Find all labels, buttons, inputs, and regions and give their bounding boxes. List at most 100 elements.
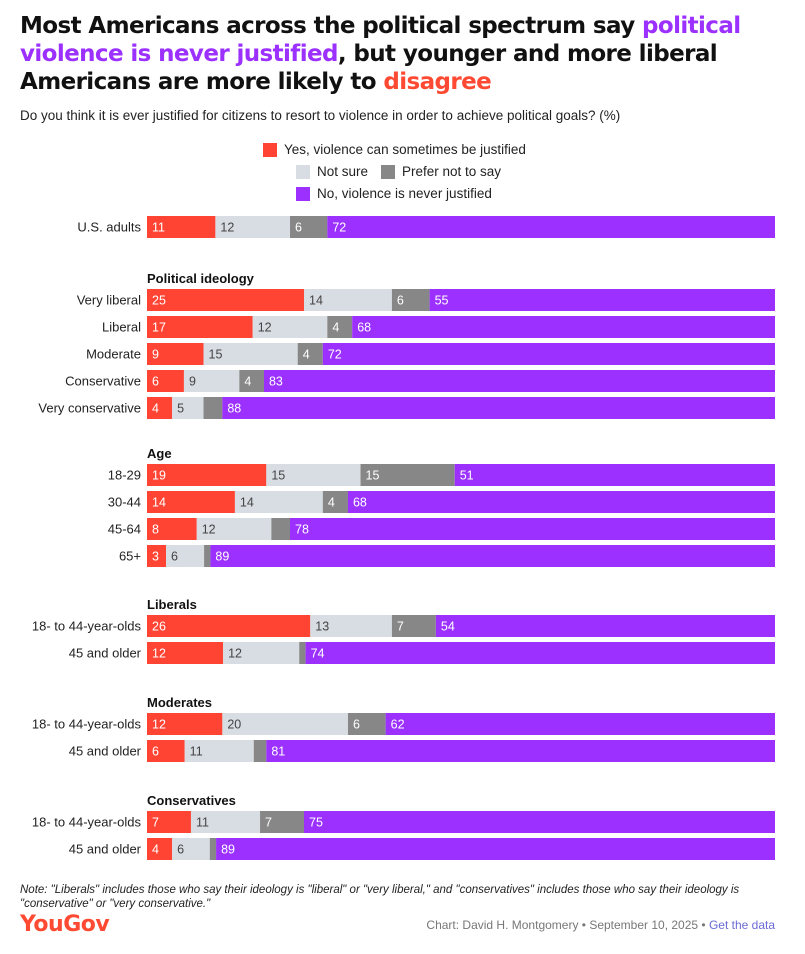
group-heading: Moderates [147, 695, 212, 710]
title-highlight-never-justified: political violence is never justified [20, 13, 741, 67]
data-label-yes: 12 [152, 718, 166, 732]
data-label-no: 89 [215, 550, 229, 564]
data-label-prefer: 15 [366, 469, 380, 483]
data-label-no: 83 [269, 375, 283, 389]
data-label-no: 89 [221, 843, 235, 857]
row-label: 45 and older [69, 744, 142, 759]
chart-note: Note: "Liberals" includes those who say … [20, 884, 740, 910]
chart-subtitle: Do you think it is ever justified for ci… [20, 108, 621, 123]
group-heading: Political ideology [147, 271, 255, 286]
bar-segment-not-sure [183, 370, 240, 392]
data-label-prefer: 7 [397, 620, 404, 634]
get-the-data-link[interactable]: Get the data [708, 918, 775, 932]
row-label: 18- to 44-year-olds [32, 619, 142, 634]
data-label-yes: 19 [152, 469, 166, 483]
data-label-prefer: 4 [303, 348, 310, 362]
bar-segment-yes [147, 216, 216, 238]
data-label-no: 68 [357, 321, 371, 335]
data-label-prefer: 4 [244, 375, 251, 389]
row-label: Conservative [65, 374, 141, 389]
data-label-no: 72 [332, 221, 346, 235]
data-label-yes: 14 [152, 496, 166, 510]
data-label-not-sure: 12 [258, 321, 272, 335]
legend-label-no: No, violence is never justified [317, 186, 492, 201]
group-heading: Conservatives [147, 793, 236, 808]
bar-segment-not-sure [196, 518, 272, 540]
data-label-yes: 17 [152, 321, 166, 335]
data-label-yes: 3 [152, 550, 159, 564]
bar-segment-no [305, 642, 775, 664]
bar-segment-no [222, 397, 776, 419]
bar-segment-not-sure [172, 838, 210, 860]
data-label-no: 78 [295, 523, 309, 537]
bar-segment-yes [147, 464, 267, 486]
row-label: Moderate [86, 347, 141, 362]
bar-segment-yes [147, 491, 235, 513]
legend-item-yes: Yes, violence can sometimes be justified [263, 142, 526, 157]
data-label-yes: 12 [152, 647, 166, 661]
row-label: 18- to 44-year-olds [32, 717, 142, 732]
data-label-not-sure: 11 [196, 816, 209, 830]
bar-segment-prefer [391, 289, 430, 311]
bar-segment-yes [147, 838, 173, 860]
bar-segment-not-sure [203, 343, 298, 365]
bar-segment-not-sure [310, 615, 392, 637]
bar-segment-yes [147, 545, 167, 567]
bar-segment-yes [147, 811, 191, 833]
bar-segment-no [347, 491, 775, 513]
bar-segment-no [290, 518, 775, 540]
data-label-not-sure: 20 [227, 718, 241, 732]
data-label-no: 62 [391, 718, 405, 732]
row-label: 45-64 [108, 522, 141, 537]
data-label-yes: 8 [152, 523, 159, 537]
data-label-yes: 25 [152, 294, 166, 308]
data-label-not-sure: 6 [171, 550, 178, 564]
data-label-yes: 11 [152, 221, 165, 235]
bar-segment-yes [147, 343, 204, 365]
data-label-not-sure: 12 [228, 647, 242, 661]
bar-segment-prefer [327, 316, 353, 338]
legend-item-prefer-not: Prefer not to say [381, 164, 501, 179]
row-label: 45 and older [69, 646, 142, 661]
credit-text: Chart: David H. Montgomery • September 1… [426, 918, 709, 932]
row-label: 18-29 [108, 468, 141, 483]
group-heading: Age [147, 446, 172, 461]
bar-segment-prefer [290, 216, 328, 238]
row-label: 45 and older [69, 842, 142, 857]
bar-segment-yes [147, 518, 197, 540]
bar-segment-not-sure [304, 289, 392, 311]
chart-title: Most Americans across the political spec… [20, 12, 790, 96]
data-label-yes: 7 [152, 816, 159, 830]
bar-segment-prefer [299, 642, 306, 664]
bar-segment-yes [147, 740, 185, 762]
bar-segment-no [454, 464, 775, 486]
bar-segment-yes [147, 397, 173, 419]
bar-segment-not-sure [222, 713, 348, 735]
data-label-not-sure: 9 [189, 375, 196, 389]
data-label-not-sure: 12 [202, 523, 216, 537]
bar-segment-no [327, 216, 775, 238]
bar-segment-not-sure [252, 316, 328, 338]
bar-segment-not-sure [234, 491, 323, 513]
data-label-not-sure: 15 [209, 348, 223, 362]
data-label-yes: 6 [152, 745, 159, 759]
legend-item-not-sure: Not sure [296, 164, 368, 179]
bar-segment-not-sure [223, 642, 300, 664]
bar-segment-not-sure [172, 397, 204, 419]
data-label-no: 88 [227, 402, 241, 416]
bar-segment-prefer [360, 464, 455, 486]
row-label: Liberal [102, 320, 141, 335]
bar-segment-prefer [297, 343, 323, 365]
bar-segment-no [304, 811, 775, 833]
bar-segment-no [385, 713, 775, 735]
bar-segment-not-sure [266, 464, 361, 486]
data-label-no: 54 [441, 620, 455, 634]
title-part-1: Most Americans across the political spec… [20, 13, 642, 39]
legend-swatch-not-sure [296, 164, 310, 179]
bar-segment-not-sure [215, 216, 291, 238]
data-label-yes: 26 [152, 620, 166, 634]
bar-segment-no [352, 316, 775, 338]
bar-segment-prefer [322, 491, 348, 513]
data-label-yes: 6 [152, 375, 159, 389]
